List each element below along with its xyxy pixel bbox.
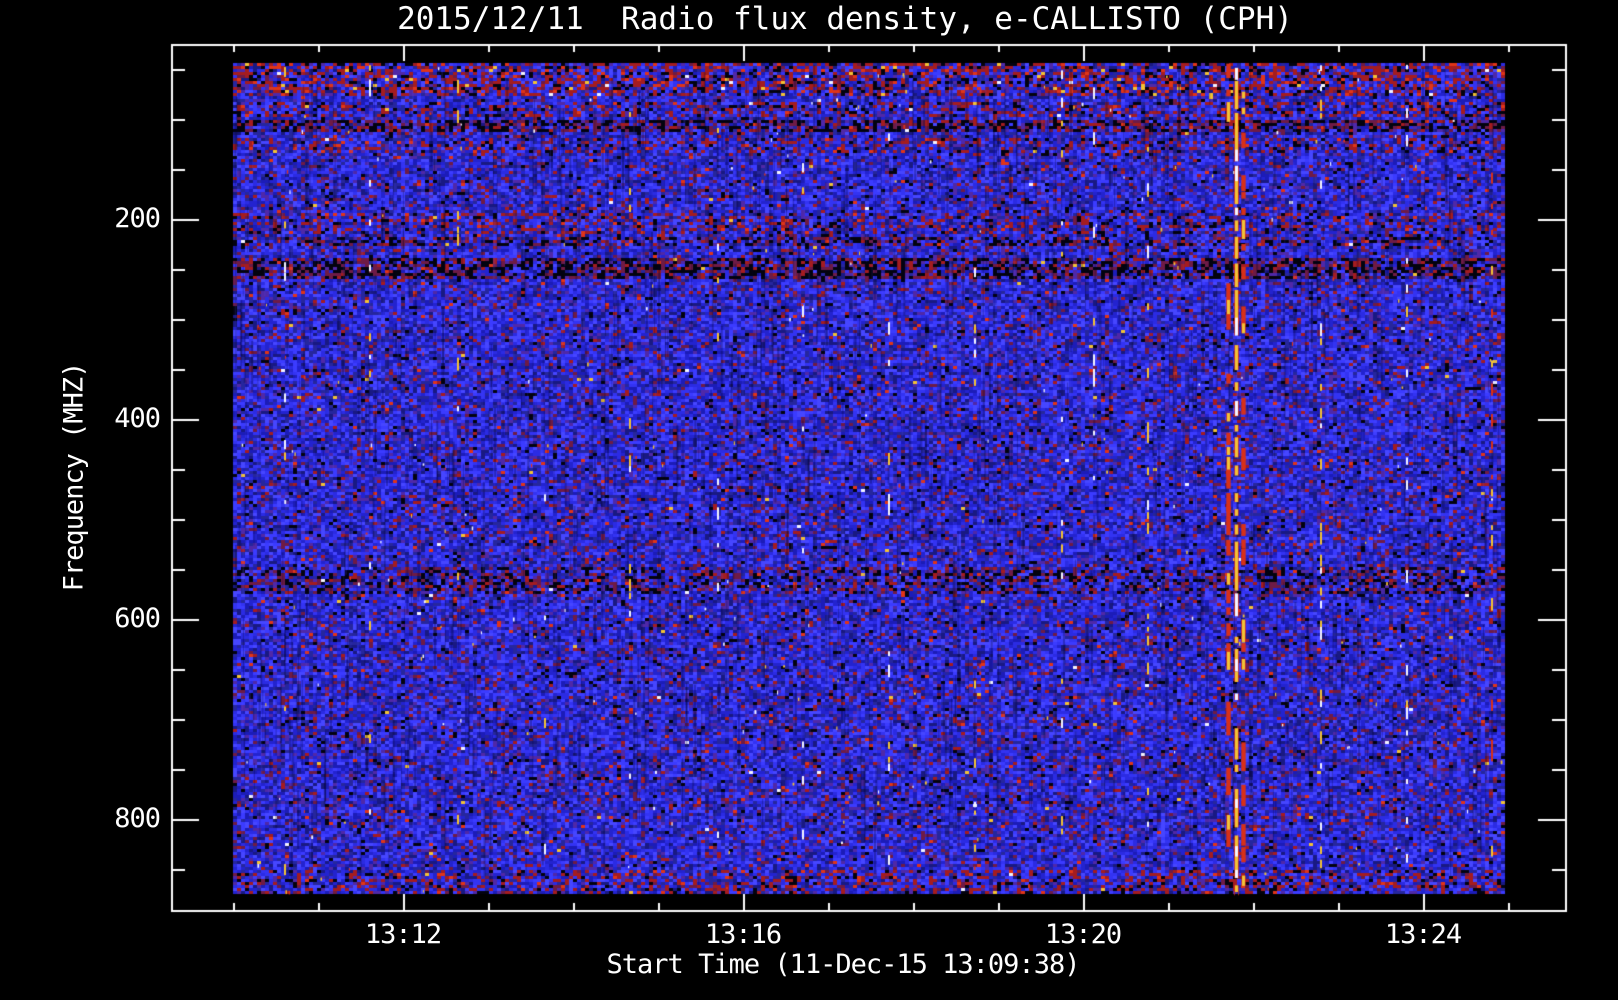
y-tick-label: 400 <box>114 403 161 434</box>
x-tick-label: 13:16 <box>704 919 782 950</box>
y-tick-label: 800 <box>114 803 161 834</box>
y-tick-label: 600 <box>114 603 161 634</box>
y-axis-title: Frequency (MHZ) <box>58 362 90 592</box>
x-axis-title: Start Time (11-Dec-15 13:09:38) <box>606 949 1081 980</box>
x-tick-label: 13:20 <box>1044 919 1122 950</box>
chart-title: 2015/12/11 Radio flux density, e-CALLIST… <box>397 1 1293 37</box>
y-tick-label: 200 <box>114 203 161 234</box>
x-tick-label: 13:12 <box>364 919 442 950</box>
x-tick-label: 13:24 <box>1384 919 1462 950</box>
